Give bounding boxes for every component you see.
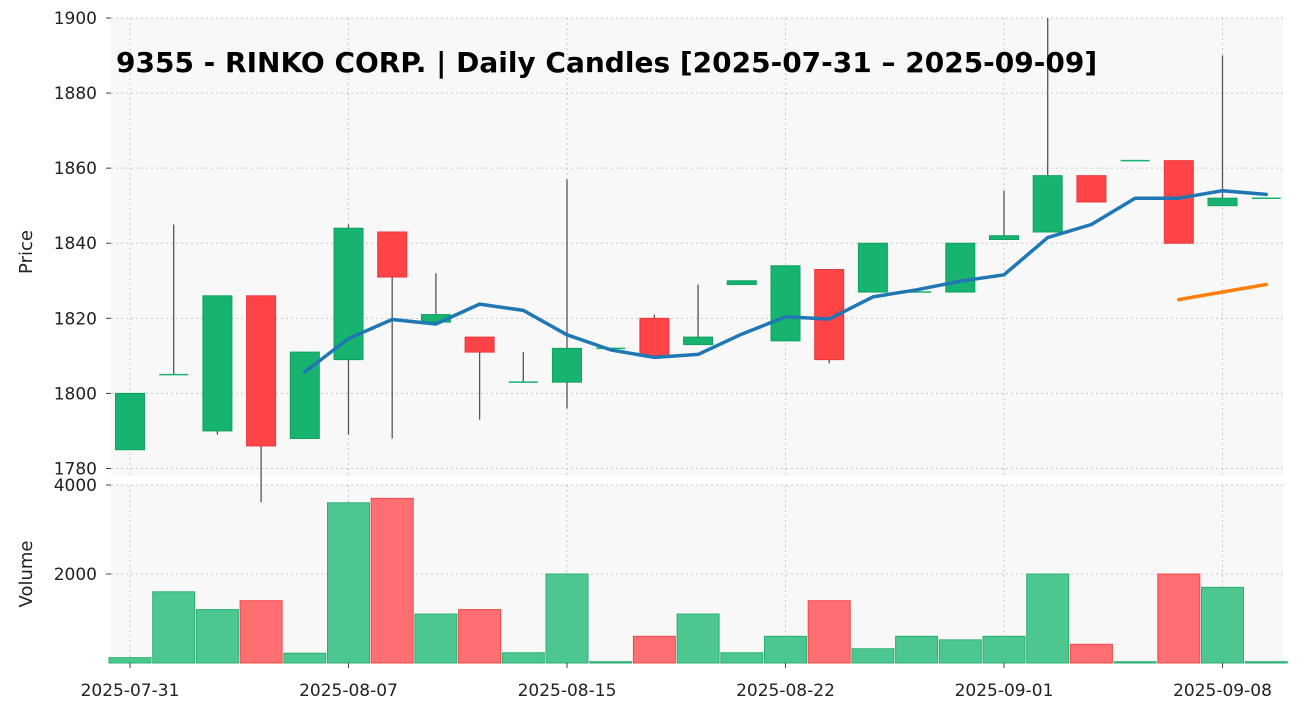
candle-body (683, 336, 714, 346)
candle-body (1032, 175, 1063, 233)
candle-body (246, 295, 277, 447)
volume-bar (195, 609, 239, 664)
volume-bar (1201, 586, 1244, 664)
volume-bar (283, 652, 327, 664)
x-tick-label: 2025-08-07 (299, 681, 398, 701)
x-tick-label: 2025-09-01 (955, 681, 1054, 701)
price-axis-label: Price (16, 230, 37, 274)
volume-bar (327, 502, 370, 664)
candle-body (552, 347, 582, 383)
volume-bar (1113, 661, 1157, 664)
candle-body (1163, 160, 1194, 244)
volume-axis-label: Volume (16, 541, 37, 608)
volume-tick-label: 2000 (54, 565, 97, 585)
volume-bar (851, 648, 895, 664)
axis-ticks: 1780 1800 1820 1840 1860 1880 1900 2000 4000 2025… (54, 9, 1272, 701)
price-tick-label: 1860 (54, 159, 97, 179)
candle-body (115, 392, 145, 451)
volume-bar (589, 661, 633, 664)
volume-bar (414, 613, 458, 664)
price-tick-label: 1880 (54, 84, 97, 104)
volume-bar (458, 609, 502, 664)
volume-bar (895, 635, 939, 664)
volume-bar (938, 639, 982, 664)
volume-bar (239, 600, 283, 664)
x-tick-label: 2025-07-31 (81, 681, 180, 701)
volume-bar (545, 573, 589, 664)
volume-bar (720, 652, 764, 664)
moving-average-long-line (1177, 282, 1268, 302)
volume-bar (370, 497, 414, 664)
candle-body (1207, 197, 1238, 207)
price-tick-label: 1820 (54, 309, 97, 329)
price-tick-label: 1800 (54, 384, 97, 404)
candle-body (464, 336, 495, 353)
volume-tick-label: 4000 (54, 476, 97, 496)
price-panel-background (111, 18, 1283, 476)
candles (115, 18, 1281, 503)
volume-bar (676, 613, 720, 664)
price-tick-label: 1900 (54, 9, 97, 29)
chart-title: 9355 - RINKO CORP. | Daily Candles [2025… (116, 46, 1097, 79)
price-tick-label: 1840 (54, 234, 97, 254)
volume-bar (501, 652, 545, 664)
candle-body (989, 235, 1019, 240)
candle-body (639, 317, 670, 357)
volume-bars (108, 497, 1288, 664)
volume-bar (807, 600, 851, 664)
volume-bar (1026, 573, 1070, 664)
volume-bar (632, 635, 676, 664)
x-tick-label: 2025-09-08 (1173, 681, 1272, 701)
candle-body (726, 280, 757, 286)
x-tick-label: 2025-08-22 (736, 681, 835, 701)
volume-bar (982, 635, 1026, 664)
volume-bar (108, 657, 152, 664)
candle-body (857, 242, 888, 293)
volume-bar (1244, 661, 1288, 664)
volume-bar (1157, 573, 1201, 664)
volume-bar (152, 591, 196, 664)
moving-average-short-line (303, 188, 1268, 374)
price-tick-label: 1780 (54, 459, 97, 479)
candle-body (202, 295, 233, 432)
candle-body (770, 265, 801, 342)
candle-body (1076, 175, 1107, 203)
volume-bar (764, 635, 807, 664)
volume-bar (1069, 643, 1113, 664)
candle-body (377, 231, 408, 278)
moving-averages (303, 188, 1268, 374)
x-tick-label: 2025-08-15 (518, 681, 617, 701)
